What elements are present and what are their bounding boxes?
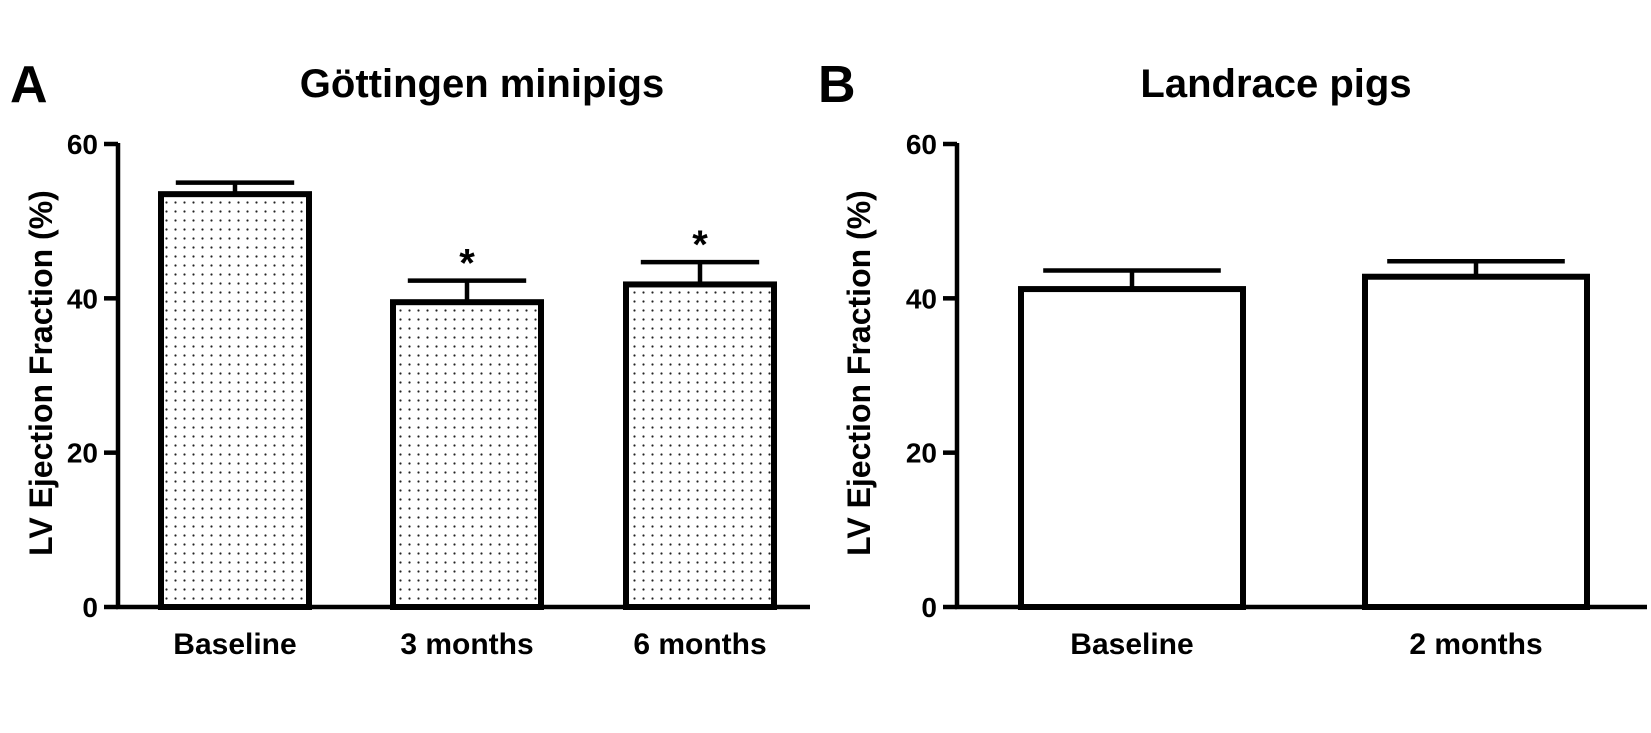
panel-b-category-label: Baseline [1070,628,1193,661]
panel-a: A Göttingen minipigs LV Ejection Fractio… [10,56,810,661]
panel-a-title: Göttingen minipigs [300,62,664,106]
panel-b-bar [1018,286,1246,610]
panel-a-category-label: 3 months [400,628,533,661]
panel-a-significance-mark: * [459,242,475,286]
panel-a-bar [158,191,312,611]
panel-b-y-tick-label: 20 [906,438,937,469]
panel-b: B Landrace pigs LV Ejection Fraction (%)… [818,56,1647,661]
panel-a-y-tick-label: 40 [67,283,98,314]
panel-b-y-tick-label: 40 [906,283,937,314]
panel-a-y-axis-label: LV Ejection Fraction (%) [23,190,59,556]
panel-b-title: Landrace pigs [1140,62,1411,106]
panel-b-category-label: 2 months [1409,628,1542,661]
panel-b-plot: 0 20 40 60 Baseline 2 months [906,129,1647,661]
panel-b-y-axis-label: LV Ejection Fraction (%) [841,190,877,556]
panel-letter-b: B [818,56,856,114]
panel-b-bar [1362,273,1590,610]
panel-a-y-tick-label: 60 [67,129,98,160]
panel-a-bar [390,299,544,610]
panel-a-bar [623,281,777,610]
panel-a-y-tick-label: 20 [67,438,98,469]
panel-a-y-tick-label: 0 [82,592,98,623]
panel-letter-a: A [10,56,48,114]
panel-a-significance-mark: * [692,223,708,267]
panel-a-plot: 0 20 40 60 Baseline 3 months * 6 months * [67,129,810,661]
panel-a-category-label: 6 months [633,628,766,661]
panel-b-y-tick-label: 60 [906,129,937,160]
panel-a-category-label: Baseline [173,628,296,661]
panel-b-y-tick-label: 0 [921,592,937,623]
